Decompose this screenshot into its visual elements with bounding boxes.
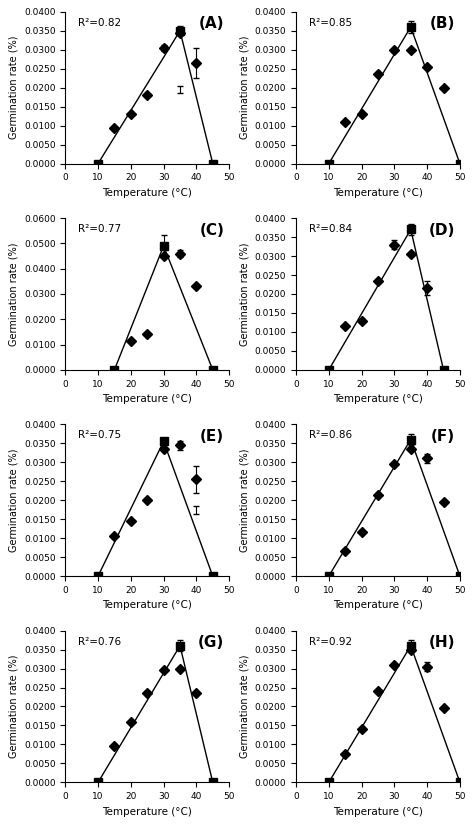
Text: R²=0.92: R²=0.92 — [309, 637, 352, 647]
Text: R²=0.75: R²=0.75 — [78, 431, 121, 441]
Y-axis label: Germination rate (%): Germination rate (%) — [239, 449, 249, 552]
Text: R²=0.76: R²=0.76 — [78, 637, 121, 647]
Text: (E): (E) — [200, 429, 224, 444]
X-axis label: Temperature (°C): Temperature (°C) — [102, 601, 192, 610]
X-axis label: Temperature (°C): Temperature (°C) — [333, 188, 423, 198]
Y-axis label: Germination rate (%): Germination rate (%) — [9, 243, 18, 346]
Y-axis label: Germination rate (%): Germination rate (%) — [239, 36, 249, 139]
Text: R²=0.85: R²=0.85 — [309, 18, 352, 28]
Text: (H): (H) — [428, 635, 455, 650]
X-axis label: Temperature (°C): Temperature (°C) — [333, 601, 423, 610]
Text: (G): (G) — [198, 635, 224, 650]
X-axis label: Temperature (°C): Temperature (°C) — [102, 807, 192, 817]
X-axis label: Temperature (°C): Temperature (°C) — [102, 394, 192, 404]
Text: R²=0.86: R²=0.86 — [309, 431, 352, 441]
Y-axis label: Germination rate (%): Germination rate (%) — [9, 655, 18, 758]
Text: R²=0.84: R²=0.84 — [309, 224, 352, 234]
Y-axis label: Germination rate (%): Germination rate (%) — [239, 243, 249, 346]
X-axis label: Temperature (°C): Temperature (°C) — [333, 807, 423, 817]
Text: R²=0.82: R²=0.82 — [78, 18, 121, 28]
Text: (C): (C) — [200, 223, 224, 238]
X-axis label: Temperature (°C): Temperature (°C) — [102, 188, 192, 198]
Y-axis label: Germination rate (%): Germination rate (%) — [9, 449, 18, 552]
Y-axis label: Germination rate (%): Germination rate (%) — [239, 655, 249, 758]
Text: (B): (B) — [429, 16, 455, 31]
Text: (A): (A) — [199, 16, 224, 31]
Text: (D): (D) — [428, 223, 455, 238]
Text: (F): (F) — [431, 429, 455, 444]
Y-axis label: Germination rate (%): Germination rate (%) — [9, 36, 18, 139]
X-axis label: Temperature (°C): Temperature (°C) — [333, 394, 423, 404]
Text: R²=0.77: R²=0.77 — [78, 224, 121, 234]
